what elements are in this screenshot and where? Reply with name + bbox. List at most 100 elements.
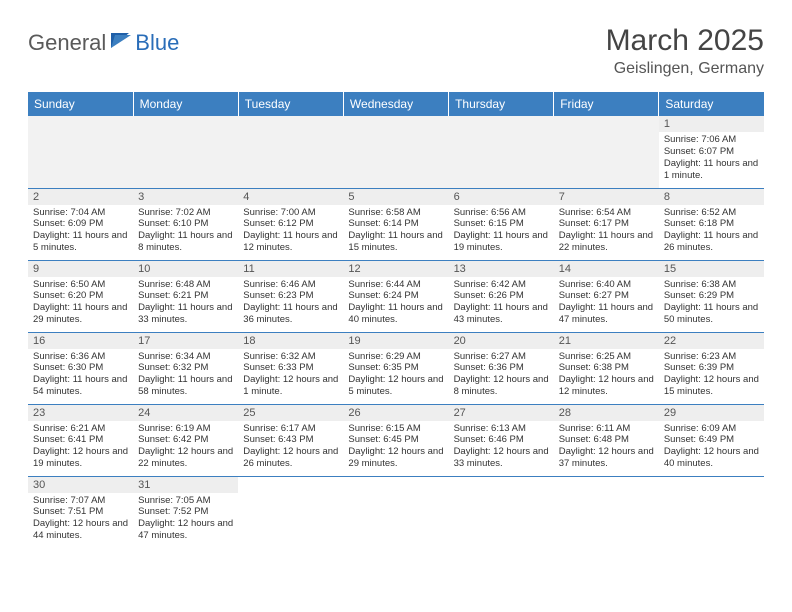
daylight-text: Daylight: 12 hours and 44 minutes. [33, 518, 128, 542]
calendar-cell: 28Sunrise: 6:11 AMSunset: 6:48 PMDayligh… [554, 404, 659, 476]
sunrise-text: Sunrise: 6:09 AM [664, 423, 759, 435]
sunset-text: Sunset: 6:41 PM [33, 434, 128, 446]
sunset-text: Sunset: 6:23 PM [243, 290, 338, 302]
calendar-row: 23Sunrise: 6:21 AMSunset: 6:41 PMDayligh… [28, 404, 764, 476]
sunset-text: Sunset: 6:26 PM [454, 290, 549, 302]
day-number: 30 [28, 477, 133, 493]
sunset-text: Sunset: 6:38 PM [559, 362, 654, 374]
calendar-cell: 4Sunrise: 7:00 AMSunset: 6:12 PMDaylight… [238, 188, 343, 260]
calendar-cell: 16Sunrise: 6:36 AMSunset: 6:30 PMDayligh… [28, 332, 133, 404]
day-details: Sunrise: 6:11 AMSunset: 6:48 PMDaylight:… [554, 421, 659, 475]
daylight-text: Daylight: 12 hours and 29 minutes. [348, 446, 443, 470]
day-number: 19 [343, 333, 448, 349]
day-number: 9 [28, 261, 133, 277]
calendar-cell: 2Sunrise: 7:04 AMSunset: 6:09 PMDaylight… [28, 188, 133, 260]
sunset-text: Sunset: 6:24 PM [348, 290, 443, 302]
daylight-text: Daylight: 11 hours and 15 minutes. [348, 230, 443, 254]
sunset-text: Sunset: 6:49 PM [664, 434, 759, 446]
day-details: Sunrise: 6:48 AMSunset: 6:21 PMDaylight:… [133, 277, 238, 331]
sunset-text: Sunset: 6:33 PM [243, 362, 338, 374]
daylight-text: Daylight: 11 hours and 47 minutes. [559, 302, 654, 326]
sunset-text: Sunset: 6:46 PM [454, 434, 549, 446]
calendar-cell: 13Sunrise: 6:42 AMSunset: 6:26 PMDayligh… [449, 260, 554, 332]
sunset-text: Sunset: 7:52 PM [138, 506, 233, 518]
daylight-text: Daylight: 12 hours and 12 minutes. [559, 374, 654, 398]
sunset-text: Sunset: 6:39 PM [664, 362, 759, 374]
day-details: Sunrise: 6:42 AMSunset: 6:26 PMDaylight:… [449, 277, 554, 331]
day-details: Sunrise: 6:50 AMSunset: 6:20 PMDaylight:… [28, 277, 133, 331]
daylight-text: Daylight: 11 hours and 29 minutes. [33, 302, 128, 326]
sunset-text: Sunset: 6:45 PM [348, 434, 443, 446]
sunrise-text: Sunrise: 6:32 AM [243, 351, 338, 363]
weekday-header: Tuesday [238, 92, 343, 116]
calendar-cell [238, 476, 343, 548]
calendar-cell [343, 476, 448, 548]
day-number: 17 [133, 333, 238, 349]
sunset-text: Sunset: 6:21 PM [138, 290, 233, 302]
sunrise-text: Sunrise: 6:42 AM [454, 279, 549, 291]
day-details: Sunrise: 6:15 AMSunset: 6:45 PMDaylight:… [343, 421, 448, 475]
daylight-text: Daylight: 11 hours and 58 minutes. [138, 374, 233, 398]
day-details: Sunrise: 7:04 AMSunset: 6:09 PMDaylight:… [28, 205, 133, 259]
calendar-cell [133, 116, 238, 188]
calendar-cell: 5Sunrise: 6:58 AMSunset: 6:14 PMDaylight… [343, 188, 448, 260]
logo: General Blue [28, 30, 179, 56]
calendar-cell: 29Sunrise: 6:09 AMSunset: 6:49 PMDayligh… [659, 404, 764, 476]
calendar-cell: 11Sunrise: 6:46 AMSunset: 6:23 PMDayligh… [238, 260, 343, 332]
title-block: March 2025 Geislingen, Germany [606, 24, 764, 78]
calendar-cell: 12Sunrise: 6:44 AMSunset: 6:24 PMDayligh… [343, 260, 448, 332]
daylight-text: Daylight: 11 hours and 1 minute. [664, 158, 759, 182]
calendar-row: 16Sunrise: 6:36 AMSunset: 6:30 PMDayligh… [28, 332, 764, 404]
logo-text-blue: Blue [135, 30, 179, 56]
day-details: Sunrise: 6:36 AMSunset: 6:30 PMDaylight:… [28, 349, 133, 403]
sunrise-text: Sunrise: 6:17 AM [243, 423, 338, 435]
calendar-cell: 20Sunrise: 6:27 AMSunset: 6:36 PMDayligh… [449, 332, 554, 404]
page-title: March 2025 [606, 24, 764, 58]
daylight-text: Daylight: 12 hours and 19 minutes. [33, 446, 128, 470]
day-details: Sunrise: 6:44 AMSunset: 6:24 PMDaylight:… [343, 277, 448, 331]
calendar-row: 2Sunrise: 7:04 AMSunset: 6:09 PMDaylight… [28, 188, 764, 260]
sunset-text: Sunset: 6:29 PM [664, 290, 759, 302]
sunset-text: Sunset: 6:36 PM [454, 362, 549, 374]
day-details: Sunrise: 6:09 AMSunset: 6:49 PMDaylight:… [659, 421, 764, 475]
sunrise-text: Sunrise: 6:54 AM [559, 207, 654, 219]
day-number: 5 [343, 189, 448, 205]
sunrise-text: Sunrise: 6:11 AM [559, 423, 654, 435]
daylight-text: Daylight: 12 hours and 40 minutes. [664, 446, 759, 470]
sunset-text: Sunset: 6:20 PM [33, 290, 128, 302]
weekday-header: Friday [554, 92, 659, 116]
sunset-text: Sunset: 6:07 PM [664, 146, 759, 158]
day-number: 4 [238, 189, 343, 205]
weekday-header: Monday [133, 92, 238, 116]
day-details: Sunrise: 6:58 AMSunset: 6:14 PMDaylight:… [343, 205, 448, 259]
day-details: Sunrise: 6:13 AMSunset: 6:46 PMDaylight:… [449, 421, 554, 475]
calendar-cell: 18Sunrise: 6:32 AMSunset: 6:33 PMDayligh… [238, 332, 343, 404]
day-number: 27 [449, 405, 554, 421]
day-number: 25 [238, 405, 343, 421]
sunrise-text: Sunrise: 6:27 AM [454, 351, 549, 363]
sunset-text: Sunset: 6:43 PM [243, 434, 338, 446]
sunset-text: Sunset: 6:17 PM [559, 218, 654, 230]
day-details: Sunrise: 6:29 AMSunset: 6:35 PMDaylight:… [343, 349, 448, 403]
calendar-cell [449, 476, 554, 548]
sunset-text: Sunset: 6:12 PM [243, 218, 338, 230]
sunrise-text: Sunrise: 7:07 AM [33, 495, 128, 507]
sunrise-text: Sunrise: 6:15 AM [348, 423, 443, 435]
logo-text-general: General [28, 30, 106, 56]
location-label: Geislingen, Germany [606, 60, 764, 78]
day-details: Sunrise: 6:54 AMSunset: 6:17 PMDaylight:… [554, 205, 659, 259]
calendar-cell: 25Sunrise: 6:17 AMSunset: 6:43 PMDayligh… [238, 404, 343, 476]
day-details: Sunrise: 6:38 AMSunset: 6:29 PMDaylight:… [659, 277, 764, 331]
weekday-header: Saturday [659, 92, 764, 116]
daylight-text: Daylight: 12 hours and 5 minutes. [348, 374, 443, 398]
calendar-table: Sunday Monday Tuesday Wednesday Thursday… [28, 92, 764, 548]
daylight-text: Daylight: 11 hours and 33 minutes. [138, 302, 233, 326]
calendar-cell: 14Sunrise: 6:40 AMSunset: 6:27 PMDayligh… [554, 260, 659, 332]
sunrise-text: Sunrise: 7:05 AM [138, 495, 233, 507]
calendar-cell [449, 116, 554, 188]
sunrise-text: Sunrise: 6:38 AM [664, 279, 759, 291]
daylight-text: Daylight: 12 hours and 15 minutes. [664, 374, 759, 398]
sunrise-text: Sunrise: 6:25 AM [559, 351, 654, 363]
calendar-cell: 27Sunrise: 6:13 AMSunset: 6:46 PMDayligh… [449, 404, 554, 476]
day-details: Sunrise: 6:25 AMSunset: 6:38 PMDaylight:… [554, 349, 659, 403]
